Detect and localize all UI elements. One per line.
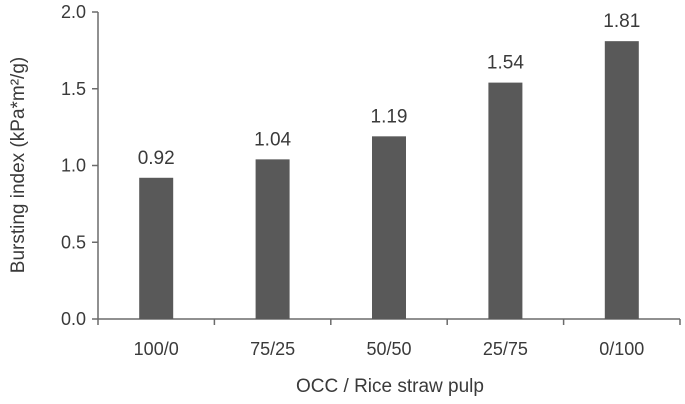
- y-tick-label: 0.0: [61, 309, 86, 329]
- data-label: 1.54: [487, 53, 524, 74]
- x-tick-label: 50/50: [366, 339, 411, 359]
- bar: [604, 41, 639, 319]
- y-axis-label: Bursting index (kPa*m²/g): [8, 57, 29, 273]
- data-label: 1.19: [371, 106, 408, 127]
- y-tick-label: 1.0: [61, 156, 86, 176]
- y-tick-label: 2.0: [61, 2, 86, 22]
- x-tick-label: 0/100: [599, 339, 644, 359]
- bar: [488, 82, 523, 319]
- bar: [255, 159, 290, 319]
- x-axis-label: OCC / Rice straw pulp: [296, 376, 484, 397]
- data-label: 1.04: [254, 129, 291, 150]
- plot-area: 0.0 0.5 1.0 1.5 2.0 0.92 100/0 1.04 75/25 1.19 50/…: [61, 2, 681, 359]
- x-tick-label: 75/25: [250, 339, 295, 359]
- y-tick-label: 1.5: [61, 79, 86, 99]
- bar: [372, 136, 406, 319]
- bar: [139, 177, 174, 319]
- x-tick-label: 100/0: [134, 339, 179, 359]
- data-label: 1.81: [603, 11, 640, 32]
- y-tick-label: 0.5: [61, 232, 86, 252]
- data-label: 0.92: [138, 148, 175, 169]
- x-tick-label: 25/75: [483, 339, 528, 359]
